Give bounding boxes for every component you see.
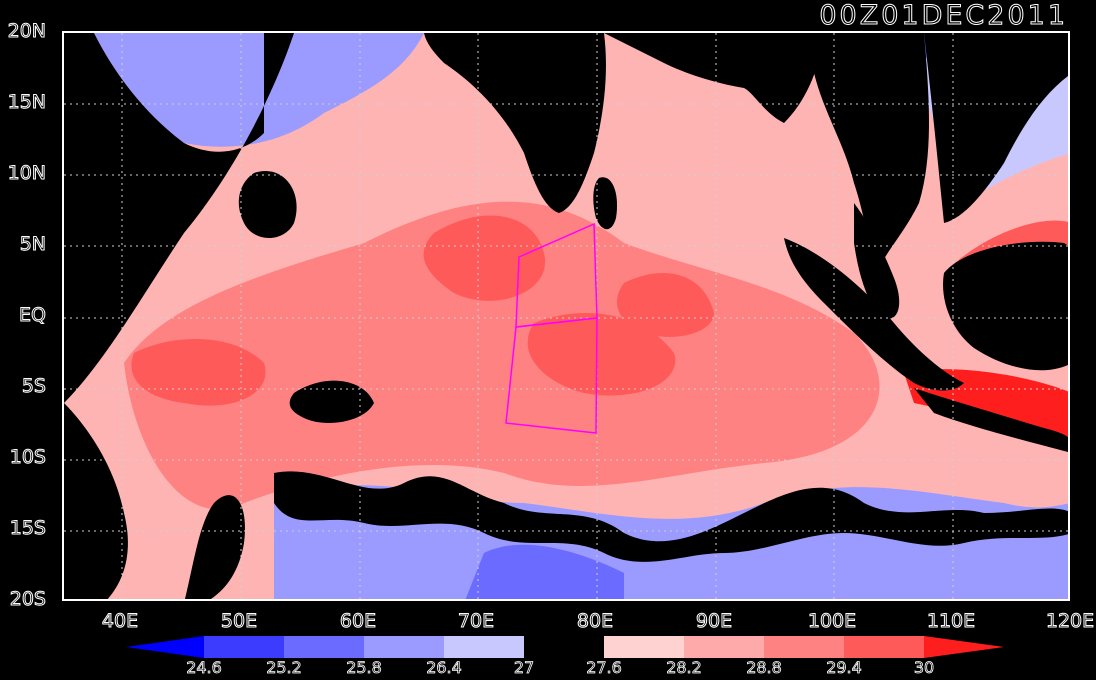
colorbar-label-25-2: 25.2: [266, 658, 302, 678]
sst-field: [64, 33, 1068, 599]
warm-core-central: [124, 201, 880, 510]
lon-label-90e: 90E: [695, 610, 733, 633]
grid-lines: [64, 33, 1068, 599]
lon-label-100e: 100E: [807, 610, 857, 633]
colorbar-label-26-4: 26.4: [426, 658, 462, 678]
lat-label-eq: EQ: [19, 304, 47, 327]
colorbar-label-27-6: 27.6: [586, 658, 622, 678]
colorbar-bin-6: [604, 636, 684, 658]
lon-label-60e: 60E: [339, 610, 377, 633]
map-title: 00Z01DEC2011: [819, 0, 1068, 32]
colorbar-arrow-left: [126, 636, 204, 658]
cool-south-band-deep: [465, 544, 624, 599]
colorbar-bin-2: [284, 636, 364, 658]
lat-label-20n: 20N: [7, 20, 46, 43]
colorbar-bin-3: [364, 636, 444, 658]
colorbar: [126, 636, 1004, 658]
colorbar-bin-9: [844, 636, 924, 658]
lat-label-5n: 5N: [19, 233, 46, 256]
land-madagascar: [184, 495, 245, 599]
land-india: [424, 33, 606, 213]
land-africa: [64, 403, 128, 599]
colorbar-label-25-8: 25.8: [346, 658, 382, 678]
colorbar-label-28-2: 28.2: [666, 658, 702, 678]
colorbar-bin-5: [524, 636, 604, 658]
lon-label-40e: 40E: [101, 610, 139, 633]
colorbar-arrow-right: [924, 636, 1004, 658]
lon-label-80e: 80E: [576, 610, 614, 633]
colorbar-bin-8: [764, 636, 844, 658]
land-java: [914, 388, 1068, 452]
analysis-box: [505, 222, 598, 434]
lon-label-50e: 50E: [220, 610, 258, 633]
lat-label-5s: 5S: [21, 375, 46, 398]
land-myanmar-thailand: [804, 33, 929, 268]
lat-label-10n: 10N: [7, 162, 46, 185]
lon-label-120e: 120E: [1045, 610, 1095, 633]
colorbar-label-30: 30: [913, 658, 935, 678]
lat-label-15n: 15N: [7, 91, 46, 114]
colorbar-bin-7: [684, 636, 764, 658]
colorbar-label-27: 27: [513, 658, 535, 678]
land-sumatra: [784, 238, 964, 391]
lat-label-20s: 20S: [9, 588, 46, 611]
colorbar-bin-1: [204, 636, 284, 658]
land-borneo: [943, 241, 1068, 371]
sst-276-patch-mid: [289, 380, 374, 423]
lon-label-70e: 70E: [457, 610, 495, 633]
land-bangladesh-myanmar: [604, 33, 824, 123]
colorbar-bin-4: [444, 636, 524, 658]
lon-label-110e: 110E: [926, 610, 976, 633]
land-malay-peninsula: [854, 203, 900, 319]
colorbar-label-29-4: 29.4: [826, 658, 862, 678]
colorbar-label-28-8: 28.8: [746, 658, 782, 678]
colorbar-label-24-6: 24.6: [186, 658, 222, 678]
land-sri-lanka: [593, 177, 618, 230]
sst-276-band-south: [274, 471, 1068, 562]
lat-label-15s: 15S: [9, 517, 46, 540]
sst-map: [62, 31, 1070, 601]
sst-276-patch-west: [238, 171, 297, 238]
warm-core-hot-3: [616, 273, 714, 337]
warm-core-hot-2: [527, 313, 676, 396]
warm-core-hot-1: [423, 215, 546, 301]
lat-label-10s: 10S: [9, 446, 46, 469]
cool-arabian-sea: [94, 33, 424, 147]
